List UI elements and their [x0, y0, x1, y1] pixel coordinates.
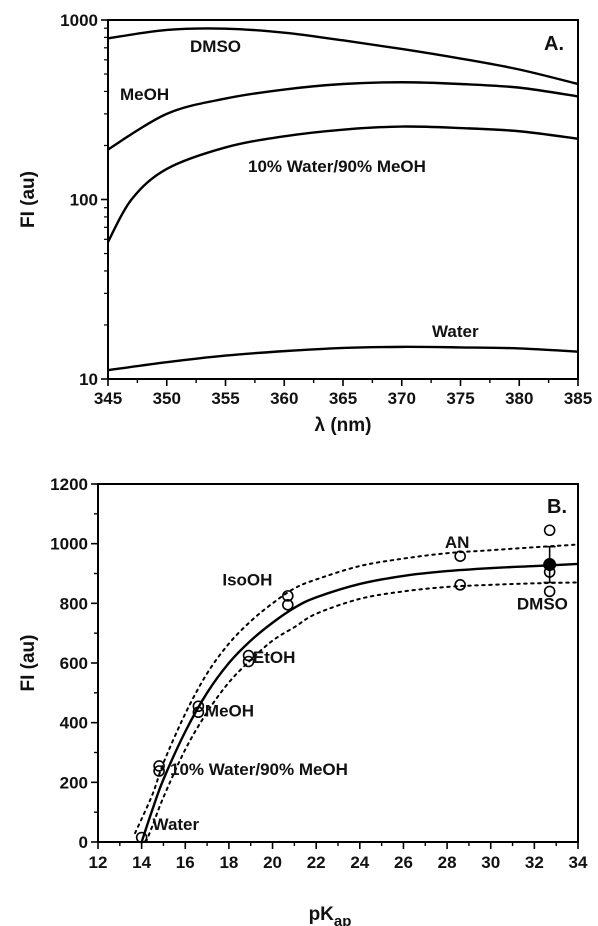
series-line-1	[107, 27, 579, 86]
x-tick-label-b: 32	[525, 853, 544, 872]
series-label-3: 10% Water/90% MeOH	[248, 157, 426, 176]
x-axis-title-b: pKap	[309, 904, 352, 926]
y-tick-label-b: 0	[79, 833, 88, 852]
x-tick-label-b: 22	[307, 853, 326, 872]
panel-b: 12 14 16 18 20 22 24 26 28 30 32 34 0 200 400 600 800 100…	[18, 475, 588, 926]
series-label-2: MeOH	[120, 85, 169, 104]
data-point	[543, 585, 556, 598]
x-tick-label-b: 12	[89, 853, 108, 872]
solvent-label: DMSO	[517, 594, 568, 613]
x-tick-label-b: 30	[481, 853, 500, 872]
data-point	[282, 599, 294, 611]
x-tick-label-a: 350	[153, 389, 181, 408]
x-tick-label-a: 355	[211, 389, 239, 408]
y-tick-label-a: 100	[70, 191, 98, 210]
y-tick-label-a: 10	[79, 370, 98, 389]
x-tick-label-b: 34	[569, 853, 588, 872]
x-tick-label-b: 18	[219, 853, 238, 872]
panel-label-a: A.	[544, 33, 564, 55]
y-axis-title-b: FI (au)	[18, 635, 39, 692]
solvent-label: EtOH	[253, 648, 296, 667]
solvent-label: AN	[445, 533, 470, 552]
y-tick-label-b: 400	[60, 714, 88, 733]
panel-a: 345 350 355 360 365 370 375 380 385 10 100 1000 λ (n…	[18, 11, 592, 436]
x-tick-label-a: 375	[446, 389, 474, 408]
solvent-label: 10% Water/90% MeOH	[170, 760, 348, 779]
data-point	[192, 706, 205, 719]
series-line-4	[107, 345, 579, 372]
y-tick-label-b: 1000	[50, 535, 88, 554]
data-point	[242, 649, 255, 662]
series-label-1: DMSO	[190, 37, 241, 56]
x-tick-label-b: 16	[176, 853, 195, 872]
x-tick-label-a: 345	[94, 389, 122, 408]
plot-frame-b	[97, 483, 579, 843]
x-tick-label-a: 360	[270, 389, 298, 408]
plot-frame-a	[107, 19, 579, 380]
solvent-label: MeOH	[205, 702, 254, 721]
x-tick-label-a: 380	[505, 389, 533, 408]
solvent-label: Water	[153, 815, 200, 834]
x-axis-title-a: λ (nm)	[315, 415, 372, 436]
y-tick-label-a: 1000	[60, 11, 98, 30]
y-tick-label-b: 200	[60, 773, 88, 792]
solvent-label: IsoOH	[222, 570, 272, 589]
x-tick-label-b: 24	[350, 853, 369, 872]
x-tick-label-b: 20	[263, 853, 282, 872]
series-line-2	[107, 81, 579, 151]
data-point	[242, 655, 255, 668]
confidence-band-upper	[134, 543, 579, 835]
x-axis-title-main: pK	[309, 904, 335, 925]
y-tick-label-b: 600	[60, 654, 88, 673]
y-tick-label-b: 800	[60, 594, 88, 613]
data-point	[192, 700, 205, 713]
panel-label-b: B.	[547, 496, 567, 518]
data-point	[135, 831, 148, 844]
x-tick-label-b: 14	[132, 853, 151, 872]
series-label-4: Water	[432, 322, 479, 341]
data-point	[543, 524, 556, 537]
data-point	[153, 765, 165, 777]
x-tick-label-a: 385	[564, 389, 592, 408]
mean-point	[543, 558, 557, 572]
y-axis-title-a: FI (au)	[18, 171, 39, 228]
x-tick-label-a: 370	[388, 389, 416, 408]
data-point	[282, 590, 294, 602]
data-point	[454, 550, 466, 562]
series-line-3	[106, 125, 579, 243]
y-tick-label-b: 1200	[50, 475, 88, 494]
confidence-band-lower	[145, 581, 579, 843]
x-tick-label-b: 26	[394, 853, 413, 872]
x-tick-label-b: 28	[438, 853, 457, 872]
fit-curve	[140, 562, 579, 843]
data-point	[454, 579, 466, 591]
data-point	[153, 760, 165, 772]
x-tick-label-a: 365	[329, 389, 357, 408]
x-axis-title-sub: ap	[334, 913, 352, 926]
